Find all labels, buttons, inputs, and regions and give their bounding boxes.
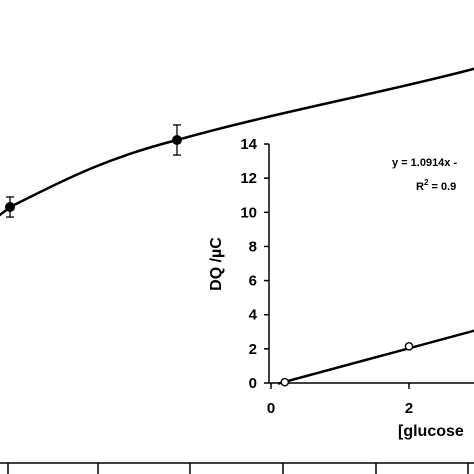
inset-y-tick-label: 14	[240, 136, 257, 153]
main-data-point	[5, 202, 15, 212]
inset-r-squared: R2 = 0.9	[416, 178, 456, 193]
inset-fit-line	[277, 329, 474, 385]
inset-y-axis-title: DQ /µC	[208, 237, 225, 291]
r-squared-superscript: 2	[424, 178, 429, 187]
inset-y-tick-label: 0	[249, 375, 257, 392]
inset-x-tick-label: 2	[405, 400, 413, 417]
inset-data-point	[280, 377, 290, 387]
inset-series-points	[280, 341, 414, 387]
inset-y-tick-label: 2	[249, 341, 257, 358]
main-chart	[0, 67, 474, 474]
inset-x-axis-title: [glucose	[398, 423, 464, 440]
main-data-point	[172, 135, 182, 145]
main-series-points	[5, 124, 182, 218]
inset-x-tick-label: 0	[267, 400, 275, 417]
inset-background	[228, 129, 474, 447]
inset-y-ticks: 0 2 4 6 8 10 12 14	[240, 136, 269, 392]
main-x-ticks	[7, 463, 469, 474]
inset-equation: y = 1.0914x -	[392, 157, 457, 169]
r-squared-label: R	[416, 181, 424, 193]
inset-data-point	[404, 341, 414, 351]
inset-y-tick-label: 12	[240, 170, 257, 187]
r-squared-value: = 0.9	[428, 181, 456, 193]
inset-y-tick-label: 10	[240, 204, 257, 221]
inset-x-ticks: 024	[267, 383, 413, 417]
inset-y-tick-label: 4	[249, 307, 258, 324]
inset-chart: 0 2 4 6 8 10 12 14 0 2 4 DQ /µC [glucose y = 1.09…	[208, 129, 474, 447]
inset-y-tick-label: 6	[249, 273, 257, 290]
inset-y-tick-label: 8	[249, 238, 257, 255]
